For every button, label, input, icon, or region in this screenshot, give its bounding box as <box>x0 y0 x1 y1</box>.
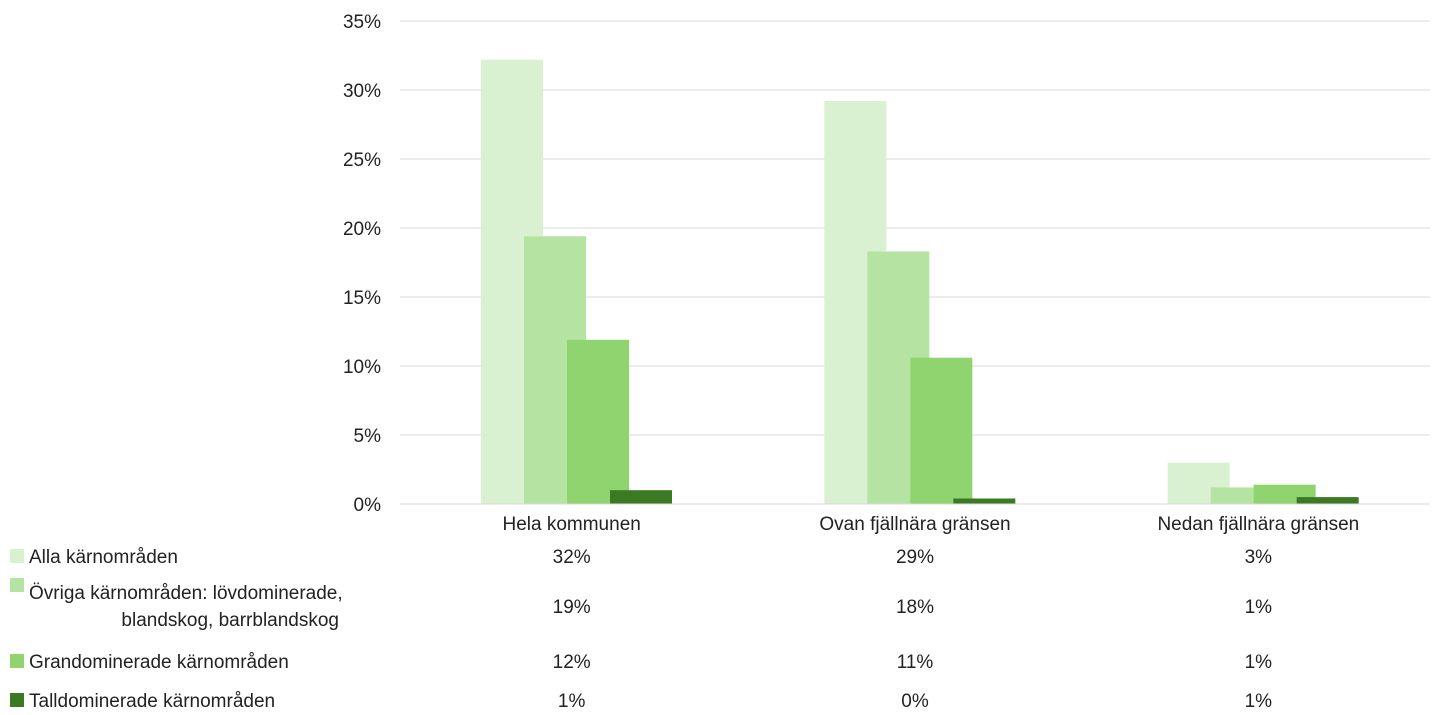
y-tick-label: 35% <box>343 12 381 33</box>
legend-swatch <box>10 693 24 707</box>
category-label: Ovan fjällnära gränsen <box>819 514 1010 535</box>
table-value: 1% <box>558 691 586 712</box>
table-value: 0% <box>901 691 929 712</box>
y-tick-label: 30% <box>343 81 381 102</box>
y-tick-label: 5% <box>354 426 382 447</box>
legend-swatch <box>10 549 24 563</box>
legend-label: Övriga kärnområden: lövdominerade, <box>29 583 343 604</box>
bars <box>481 59 1359 504</box>
table-value: 1% <box>1245 691 1273 712</box>
table-value: 32% <box>553 547 591 568</box>
table-value: 18% <box>896 597 934 618</box>
y-tick-label: 15% <box>343 288 381 309</box>
category-label: Nedan fjällnära gränsen <box>1157 514 1359 535</box>
table-value: 11% <box>897 652 934 673</box>
category-label: Hela kommunen <box>502 514 640 535</box>
legend-label: Talldominerade kärnområden <box>29 691 275 712</box>
legend-swatch <box>10 654 24 668</box>
table-value: 19% <box>553 597 591 618</box>
legend-label-continued: blandskog, barrblandskog <box>121 610 339 631</box>
legend-label: Grandominerade kärnområden <box>29 652 289 673</box>
x-axis-category-labels: Hela kommunen Ovan fjällnära gränsen Nedan… <box>502 514 1359 535</box>
table-value: 29% <box>896 547 934 568</box>
table-value: 12% <box>553 652 591 673</box>
y-axis-tick-labels: 0% 5% 10% 15% 20% 25% 30% 35% <box>343 12 381 516</box>
legend-swatch <box>10 578 24 592</box>
table-value: 1% <box>1245 652 1273 673</box>
bar <box>610 490 672 504</box>
table-value: 3% <box>1245 547 1273 568</box>
table-value: 1% <box>1245 597 1273 618</box>
bar <box>910 357 973 504</box>
y-tick-label: 10% <box>343 357 381 378</box>
y-tick-label: 25% <box>343 150 381 171</box>
y-tick-label: 20% <box>343 219 381 240</box>
bar <box>953 498 1016 504</box>
y-tick-label: 0% <box>354 495 382 516</box>
bar <box>567 339 629 504</box>
legend-label: Alla kärnområden <box>29 547 178 568</box>
data-table: Alla kärnområden 32% 29% 3% Övriga kärnområd… <box>10 547 1272 712</box>
bar <box>1296 497 1359 504</box>
